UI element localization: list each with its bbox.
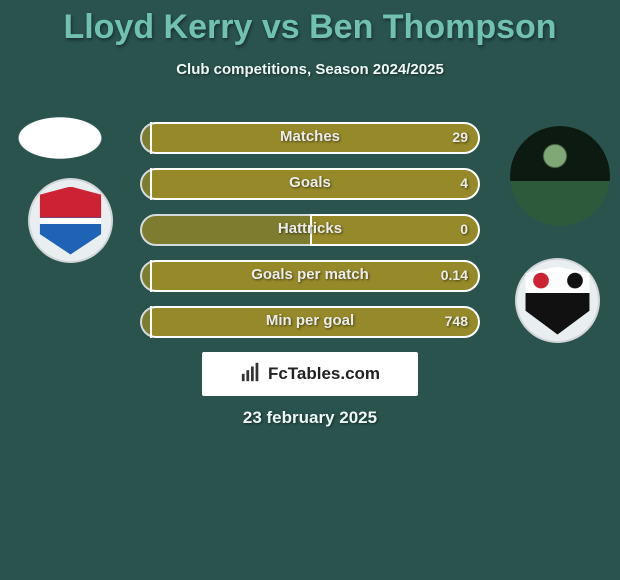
stat-pill: Matches29 [140,122,480,154]
stat-rows: Matches29 Goals4 Hattricks0 Goals per match… [0,122,620,352]
stat-value-right: 0 [460,214,468,246]
page-subtitle: Club competitions, Season 2024/2025 [0,61,620,78]
stat-pill: Hattricks0 [140,214,480,246]
stat-pill: Goals per match0.14 [140,260,480,292]
stat-label: Goals [140,168,480,200]
page-title: Lloyd Kerry vs Ben Thompson [0,0,620,47]
stat-pill: Min per goal748 [140,306,480,338]
watermark-text: FcTables.com [268,364,380,384]
bars-icon [240,361,262,388]
stat-value-right: 29 [452,122,468,154]
stat-label: Matches [140,122,480,154]
stat-row: Hattricks0 [0,214,620,246]
stat-row: Goals4 [0,168,620,200]
footer-date: 23 february 2025 [0,408,620,428]
stat-value-right: 4 [460,168,468,200]
stat-pill: Goals4 [140,168,480,200]
stat-row: Min per goal748 [0,306,620,338]
stat-value-right: 0.14 [441,260,468,292]
watermark: FcTables.com [202,352,418,396]
stat-value-right: 748 [445,306,468,338]
stat-row: Matches29 [0,122,620,154]
comparison-card: Lloyd Kerry vs Ben Thompson Club competi… [0,0,620,580]
stat-label: Goals per match [140,260,480,292]
stat-label: Min per goal [140,306,480,338]
stat-row: Goals per match0.14 [0,260,620,292]
